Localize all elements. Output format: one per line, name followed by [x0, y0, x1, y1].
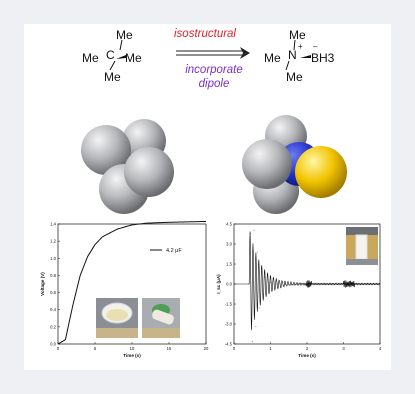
amineborane-left-me: Me — [264, 51, 281, 65]
data-point — [277, 283, 279, 285]
amineborane-right-bh3: BH3 — [311, 51, 335, 65]
y-tick-label: 0.8 — [50, 273, 56, 278]
data-point — [250, 232, 251, 234]
y-tick-label: 4.5 — [226, 222, 232, 227]
y-tick-label: 0.0 — [50, 342, 56, 347]
data-point — [270, 282, 271, 284]
x-tick-label: 0 — [233, 346, 236, 351]
y-tick-label: -4.5 — [225, 342, 233, 347]
data-point — [308, 286, 310, 288]
data-point — [284, 283, 286, 285]
arrow-label-dipole: dipole — [198, 78, 230, 90]
series-line — [57, 220, 207, 345]
graphical-abstract: Me Me C Me Me isostructural incorporate … — [24, 24, 391, 370]
x-tick-label: 3 — [342, 346, 345, 351]
data-point — [260, 267, 262, 269]
inset-photo-device — [346, 227, 378, 265]
x-tick-label: 15 — [167, 346, 172, 351]
y-tick-label: 0.0 — [226, 282, 232, 287]
tbutyl-bottom-me: Me — [104, 70, 121, 84]
x-tick-label: 10 — [130, 346, 135, 351]
y-tick-label: 0.4 — [50, 307, 56, 312]
data-point — [257, 251, 259, 253]
space-filling-models — [81, 115, 347, 214]
y-tick-label: 1.2 — [50, 239, 56, 244]
data-point — [264, 276, 266, 278]
reaction-arrow — [176, 47, 250, 59]
amineborane-bottom-me: Me — [286, 70, 303, 84]
data-point — [266, 287, 268, 289]
data-point — [343, 280, 344, 282]
x-axis-label: Time (s) — [123, 353, 141, 358]
neopentane-model — [81, 119, 174, 214]
inset-photo-vial-top — [96, 298, 138, 338]
arrow-label-incorporate: incorporate — [185, 64, 243, 76]
y-tick-label: 1.5 — [226, 262, 232, 267]
y-tick-label: -1.5 — [225, 302, 233, 307]
series-line — [234, 231, 381, 331]
amineborane-top-me: Me — [289, 28, 306, 42]
legend-label: 4.2 μF — [166, 248, 182, 254]
x-tick-label: 20 — [204, 346, 209, 351]
amineborane-charge-plus: + — [298, 42, 303, 51]
amineborane-center-n: N — [288, 48, 297, 62]
data-point — [251, 340, 253, 342]
data-point — [233, 283, 235, 285]
data-point — [310, 283, 312, 285]
amine-borane-model — [242, 115, 347, 214]
tbutyl-right-me: Me — [125, 51, 142, 65]
amineborane-bonds — [285, 39, 311, 71]
data-point — [248, 283, 249, 285]
tbutyl-center-c: C — [106, 48, 115, 62]
inset-photo-vial-side — [142, 298, 180, 338]
amineborane-charge-minus: – — [313, 42, 318, 51]
x-axis-label: Time (s) — [298, 353, 316, 358]
y-tick-label: 3.0 — [226, 242, 232, 247]
data-point — [346, 286, 348, 288]
current-chart: 4.5 3.0 1.5 0.0 -1.5 -3.0 -4.50 1 2 3 4 Time (s) I_s… — [216, 222, 382, 359]
tbutyl-bonds — [109, 39, 126, 71]
x-tick-label: 1 — [269, 346, 272, 351]
data-point — [255, 326, 257, 328]
x-tick-label: 5 — [94, 346, 97, 351]
x-tick-label: 4 — [379, 346, 382, 351]
arrow-label-isostructural: isostructural — [174, 28, 236, 40]
data-point — [253, 230, 255, 232]
y-tick-label: -3.0 — [225, 322, 233, 327]
tbutyl-top-me: Me — [116, 28, 133, 42]
voltage-chart: 0.0 0.2 0.4 0.6 0.8 1.0 1.2 1.4 0 5 10 15 20 Time (s)… — [40, 220, 209, 358]
x-tick-label: 2 — [306, 346, 309, 351]
y-tick-label: 1.0 — [50, 256, 56, 261]
y-tick-label: 1.4 — [50, 222, 56, 227]
x-tick-label: 0 — [57, 346, 60, 351]
y-tick-label: 0.6 — [50, 290, 56, 295]
data-point — [350, 283, 352, 285]
data-point — [379, 283, 381, 285]
data-point — [306, 280, 308, 282]
data-point — [262, 294, 264, 296]
y-axis-label: I_sc (μA) — [216, 274, 221, 294]
y-axis-label: Voltage (V) — [40, 272, 45, 296]
y-tick-label: 0.2 — [50, 324, 56, 329]
data-point — [259, 307, 260, 309]
tbutyl-left-me: Me — [82, 51, 99, 65]
